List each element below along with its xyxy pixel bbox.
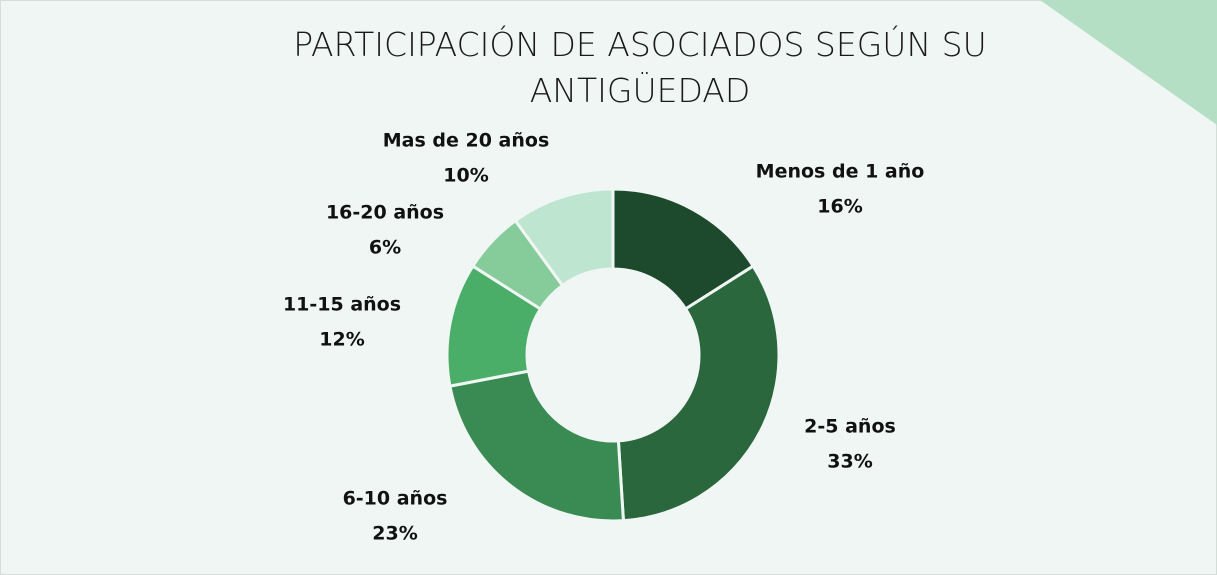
category-label: 2-5 años xyxy=(804,416,896,438)
donut-segment xyxy=(616,263,781,523)
value-label: 23% xyxy=(372,523,417,545)
value-label: 33% xyxy=(827,451,872,473)
category-label: Menos de 1 año xyxy=(756,161,925,183)
donut-segment xyxy=(513,187,615,288)
value-label: 6% xyxy=(369,237,401,259)
value-label: 16% xyxy=(817,196,862,218)
chart-title: PARTICIPACIÓN DE ASOCIADOS SEGÚN SU ANTI… xyxy=(293,25,987,110)
category-label: 16-20 años xyxy=(326,202,444,224)
value-label: 12% xyxy=(319,329,364,351)
donut-segment xyxy=(448,369,626,523)
category-label: 6-10 años xyxy=(343,488,448,510)
value-label: 10% xyxy=(443,165,488,187)
corner-decoration xyxy=(1040,0,1217,125)
category-label: Mas de 20 años xyxy=(383,130,550,152)
category-label: 11-15 años xyxy=(283,294,401,316)
